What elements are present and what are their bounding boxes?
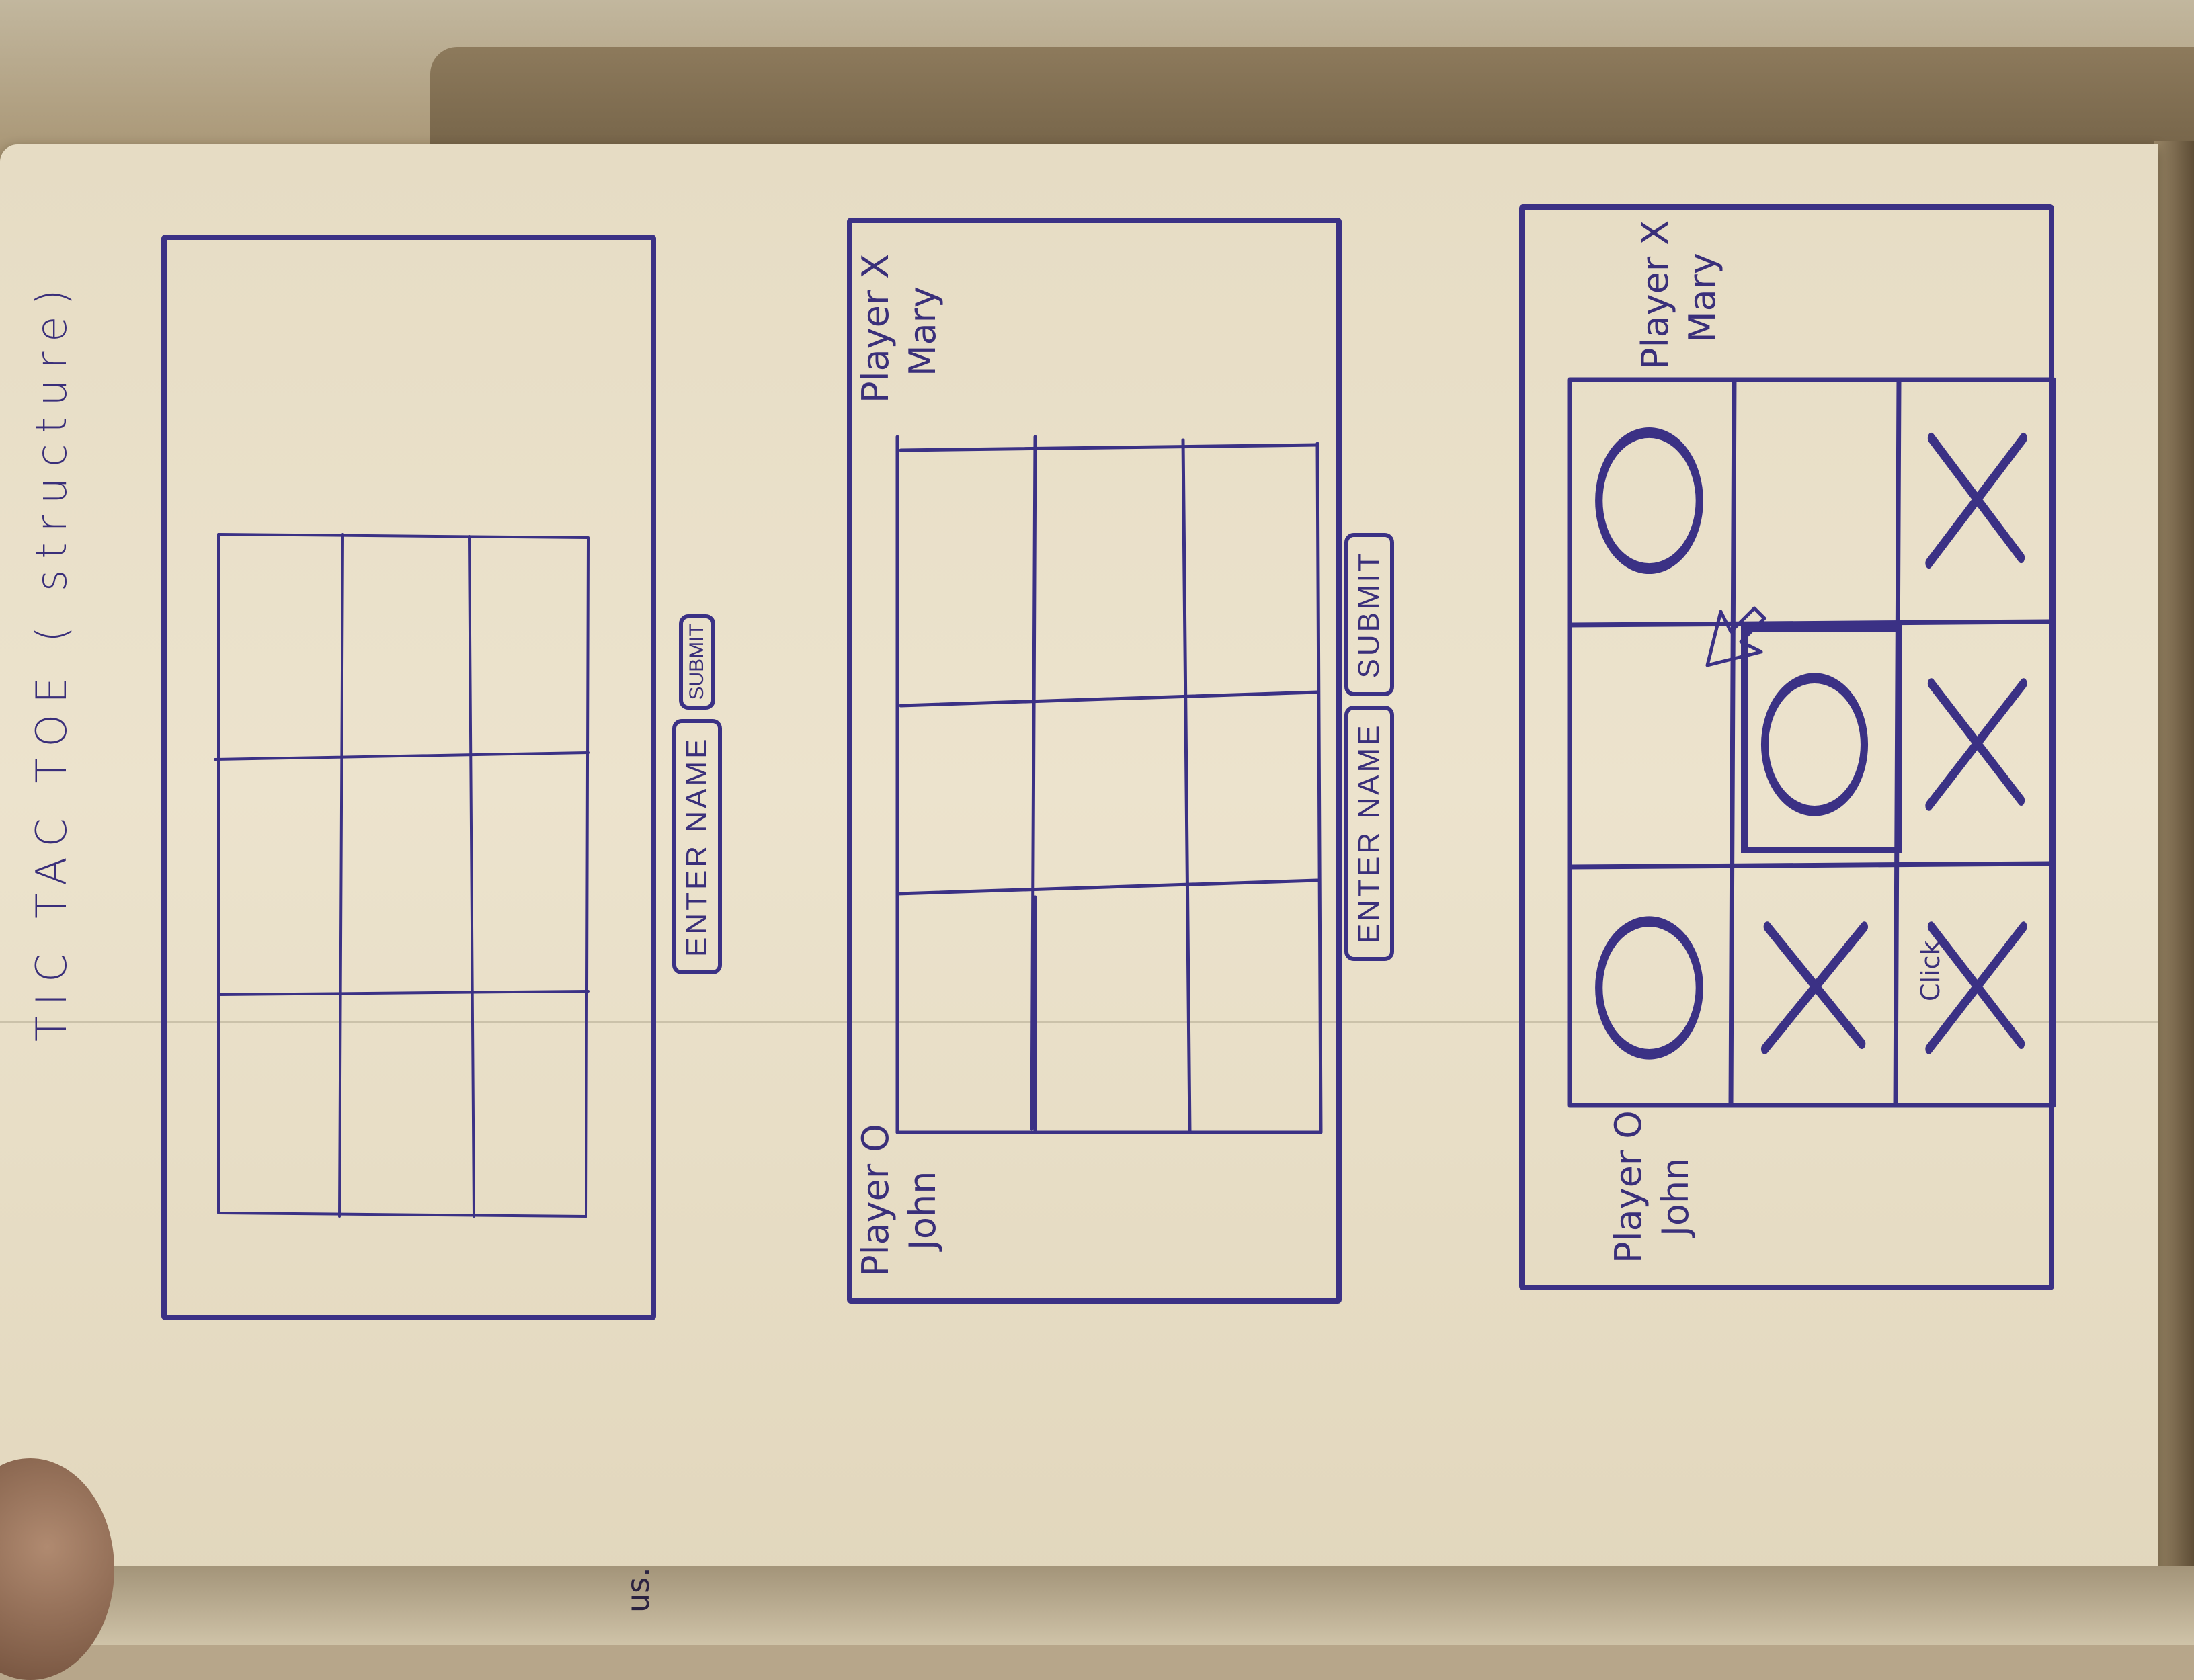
screen-1-board — [214, 531, 592, 1218]
x-stroke — [1927, 432, 2025, 564]
sketch-sheet: TIC TAC TOE ( structure) ENTER NAME SUBM… — [0, 161, 2104, 1378]
o-mark-icon — [1586, 411, 1712, 590]
screen-2-board — [894, 435, 1324, 1136]
screen-3-player-o-name: John — [1654, 1157, 1697, 1236]
x-stroke — [1927, 921, 2025, 1049]
o-mark-icon — [1752, 657, 1877, 832]
x-mark-icon — [1917, 900, 2035, 1075]
screen-2-player-o-name: John — [901, 1171, 944, 1250]
o-stroke — [1595, 427, 1703, 575]
o-stroke — [1760, 673, 1869, 816]
x-mark-icon — [1917, 657, 2035, 832]
screen-3-player-x-label: Player X — [1634, 220, 1676, 370]
x-mark-shape — [1925, 678, 2027, 811]
next-page-text: us. — [620, 1567, 656, 1613]
sketch-title: TIC TAC TOE ( structure) — [27, 278, 76, 1042]
o-mark-shape — [1760, 673, 1869, 816]
o-mark-icon — [1586, 900, 1712, 1075]
o-mark-shape — [1595, 427, 1703, 575]
o-mark-shape — [1595, 916, 1703, 1060]
x-mark-icon — [1752, 900, 1877, 1075]
screen-2-grid-lines — [895, 435, 1323, 1134]
screen-2-player-x-label: Player X — [854, 253, 897, 403]
x-mark-shape — [1925, 921, 2027, 1054]
screen-3-grid-lines — [1567, 377, 2056, 1108]
x-mark-shape — [1760, 921, 1869, 1054]
screen-2-player-o-label: Player O — [854, 1124, 897, 1277]
screen-2-player-x-name: Mary — [901, 286, 944, 376]
screen-3-board — [1566, 376, 2057, 1109]
x-mark-shape — [1925, 432, 2027, 569]
screen-1-submit-button[interactable]: SUBMIT — [679, 614, 715, 710]
screen-2-enter-name-button[interactable]: ENTER NAME — [1344, 705, 1394, 961]
x-mark-icon — [1917, 411, 2035, 590]
cursor-arrow-icon — [1705, 606, 1766, 667]
page-fold-line — [0, 1021, 2158, 1023]
screen-2-submit-button[interactable]: SUBMIT — [1344, 533, 1394, 696]
x-stroke — [1927, 678, 2025, 806]
screen-1-controls: ENTER NAME SUBMIT — [672, 614, 722, 974]
screen-3-player-o-label: Player O — [1607, 1110, 1650, 1263]
screen-1-grid-lines — [214, 533, 590, 1218]
click-label: Click — [1916, 940, 1945, 1001]
screen-3-player-x-name: Mary — [1681, 253, 1723, 343]
o-stroke — [1595, 916, 1703, 1060]
notebook-page — [0, 144, 2158, 1579]
notebook-binding — [2154, 141, 2194, 1620]
x-stroke — [1763, 921, 1866, 1049]
screen-1-enter-name-button[interactable]: ENTER NAME — [672, 718, 722, 974]
next-page-edge — [0, 1566, 2194, 1645]
screen-2-controls: ENTER NAME SUBMIT — [1344, 533, 1394, 961]
